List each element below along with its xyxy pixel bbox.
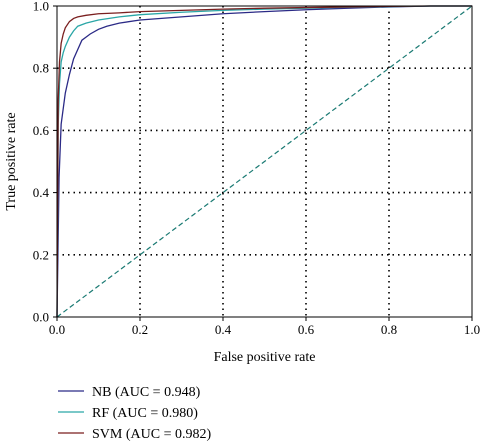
y-tick-label: 0.6 (33, 123, 50, 138)
diagonal-line (56, 5, 473, 318)
y-tick-label: 0.8 (33, 61, 49, 76)
y-axis-label: True positive rate (4, 112, 19, 210)
axis-ticks: 0.0 0.2 0.4 0.6 0.8 1.0 0.0 0.2 0.4 0.6 0.8 1.0 (33, 0, 480, 337)
x-tick-label: 0.0 (49, 322, 65, 337)
y-tick-label: 1.0 (33, 0, 49, 14)
grid-lines (57, 6, 472, 317)
plot-frame (56, 5, 473, 318)
y-tick-label: 0.4 (33, 185, 50, 200)
diagonal-reference (56, 5, 473, 318)
legend-label: RF (AUC = 0.980) (92, 406, 198, 421)
x-tick-label: 0.4 (215, 322, 232, 337)
x-tick-label: 0.6 (298, 322, 315, 337)
x-axis-label: False positive rate (214, 350, 316, 365)
legend: NB (AUC = 0.948) RF (AUC = 0.980) SVM (AUC… (58, 385, 211, 442)
roc-curve (56, 5, 472, 318)
legend-label: NB (AUC = 0.948) (92, 385, 201, 400)
y-tick-label: 0.2 (33, 247, 49, 262)
y-tick-label: 0.0 (33, 310, 49, 325)
legend-label: SVM (AUC = 0.982) (92, 427, 211, 442)
x-tick-label: 1.0 (464, 322, 480, 337)
roc-curves (56, 5, 472, 318)
x-tick-label: 0.8 (381, 322, 397, 337)
x-tick-label: 0.2 (132, 322, 148, 337)
roc-curve (56, 5, 472, 318)
